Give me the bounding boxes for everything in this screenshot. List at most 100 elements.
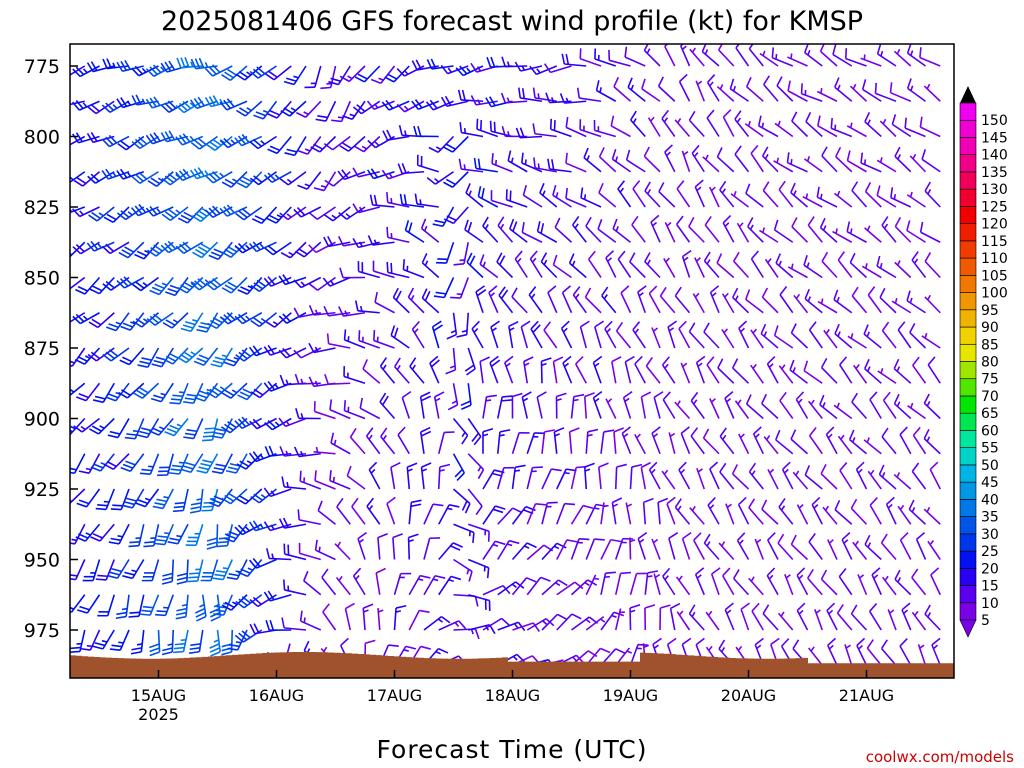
barb-feather [189,99,198,109]
barb-feather [466,368,476,376]
wind-barb [688,604,705,631]
barb-feather [152,64,162,74]
barb-half-feather [454,621,460,627]
wind-barb [164,417,189,437]
wind-barb [414,193,439,208]
barb-feather [178,134,187,144]
barb-feather [703,533,711,544]
barb-feather [186,429,198,433]
barb-feather [283,107,294,115]
barb-staff [735,47,750,67]
barb-feather [155,539,167,542]
wind-barb [160,130,189,143]
colorbar-swatch [959,309,977,328]
wind-barb [808,399,823,419]
wind-barb [734,145,750,173]
barb-half-feather [370,468,376,474]
barb-feather [856,637,866,647]
barb-feather [370,78,382,85]
barb-staff [851,189,868,208]
barb-feather [733,251,740,262]
barb-staff [392,537,396,560]
wind-barb [777,611,794,631]
wind-barb [70,524,71,527]
barb-feather [182,168,191,178]
barb-staff [911,577,927,596]
barb-half-feather [680,468,686,474]
wind-barb [784,573,794,596]
barb-feather [330,432,335,444]
barb-feather [313,187,325,192]
wind-barb [176,559,189,585]
barb-feather [786,152,790,163]
barb-feather [105,136,114,146]
wind-barb [763,75,779,102]
barb-feather [657,76,664,87]
barb-feather [131,95,138,106]
barb-feather [110,537,122,542]
barb-feather [87,106,97,115]
wind-barb [131,171,159,185]
barb-feather [584,287,592,298]
wind-barb [521,222,543,243]
barb-feather [547,285,557,294]
wind-barb [76,488,101,508]
barb-feather [175,615,187,620]
barb-half-feather [82,102,88,108]
barb-half-feather [492,543,499,547]
barb-feather [219,207,228,217]
wind-barb [541,579,568,596]
wind-barb [521,152,543,173]
barb-feather [120,97,128,107]
wind-barb [122,488,145,509]
barb-feather [197,137,207,146]
barb-half-feather [143,318,149,323]
barb-feather [331,119,342,123]
barb-half-feather [777,120,781,127]
barb-feather [78,499,90,505]
barb-feather [504,355,514,364]
barb-feather [85,687,95,688]
wind-barb [265,65,292,81]
barb-half-feather [192,319,198,322]
wind-barb [562,355,573,384]
colorbar-top-arrow [960,86,976,103]
wind-barb [777,533,794,561]
barb-feather [674,286,682,297]
barb-feather [282,517,289,528]
barb-feather [757,115,762,127]
barb-staff [850,613,868,631]
barb-feather [804,465,811,476]
wind-barb [521,391,532,419]
barb-feather [897,321,906,331]
barb-feather [879,287,886,298]
wind-barb [157,453,175,477]
barb-feather [421,253,428,264]
barb-feather [115,615,127,620]
wind-barb [696,468,706,490]
barb-feather [212,359,224,365]
barb-feather [224,389,235,397]
barb-feather [206,545,218,550]
barb-half-feather [887,503,893,509]
barb-feather [731,464,739,475]
barb-half-feather [286,178,293,184]
barb-feather [789,359,795,371]
barb-half-feather [722,434,727,441]
wind-barb [208,488,233,508]
barb-feather [919,221,924,233]
barb-feather [477,469,485,480]
wind-barb [416,154,439,173]
barb-feather [604,320,613,330]
barb-staff [899,539,912,560]
barb-feather [919,116,923,128]
barb-half-feather [246,71,252,76]
barb-feather [782,461,791,471]
wind-barb [470,95,498,106]
wind-barb [844,48,867,67]
wind-barb [675,575,691,596]
barb-feather [92,399,104,404]
wind-barb [237,276,263,295]
wind-barb [754,538,764,560]
wind-barb [716,147,735,173]
